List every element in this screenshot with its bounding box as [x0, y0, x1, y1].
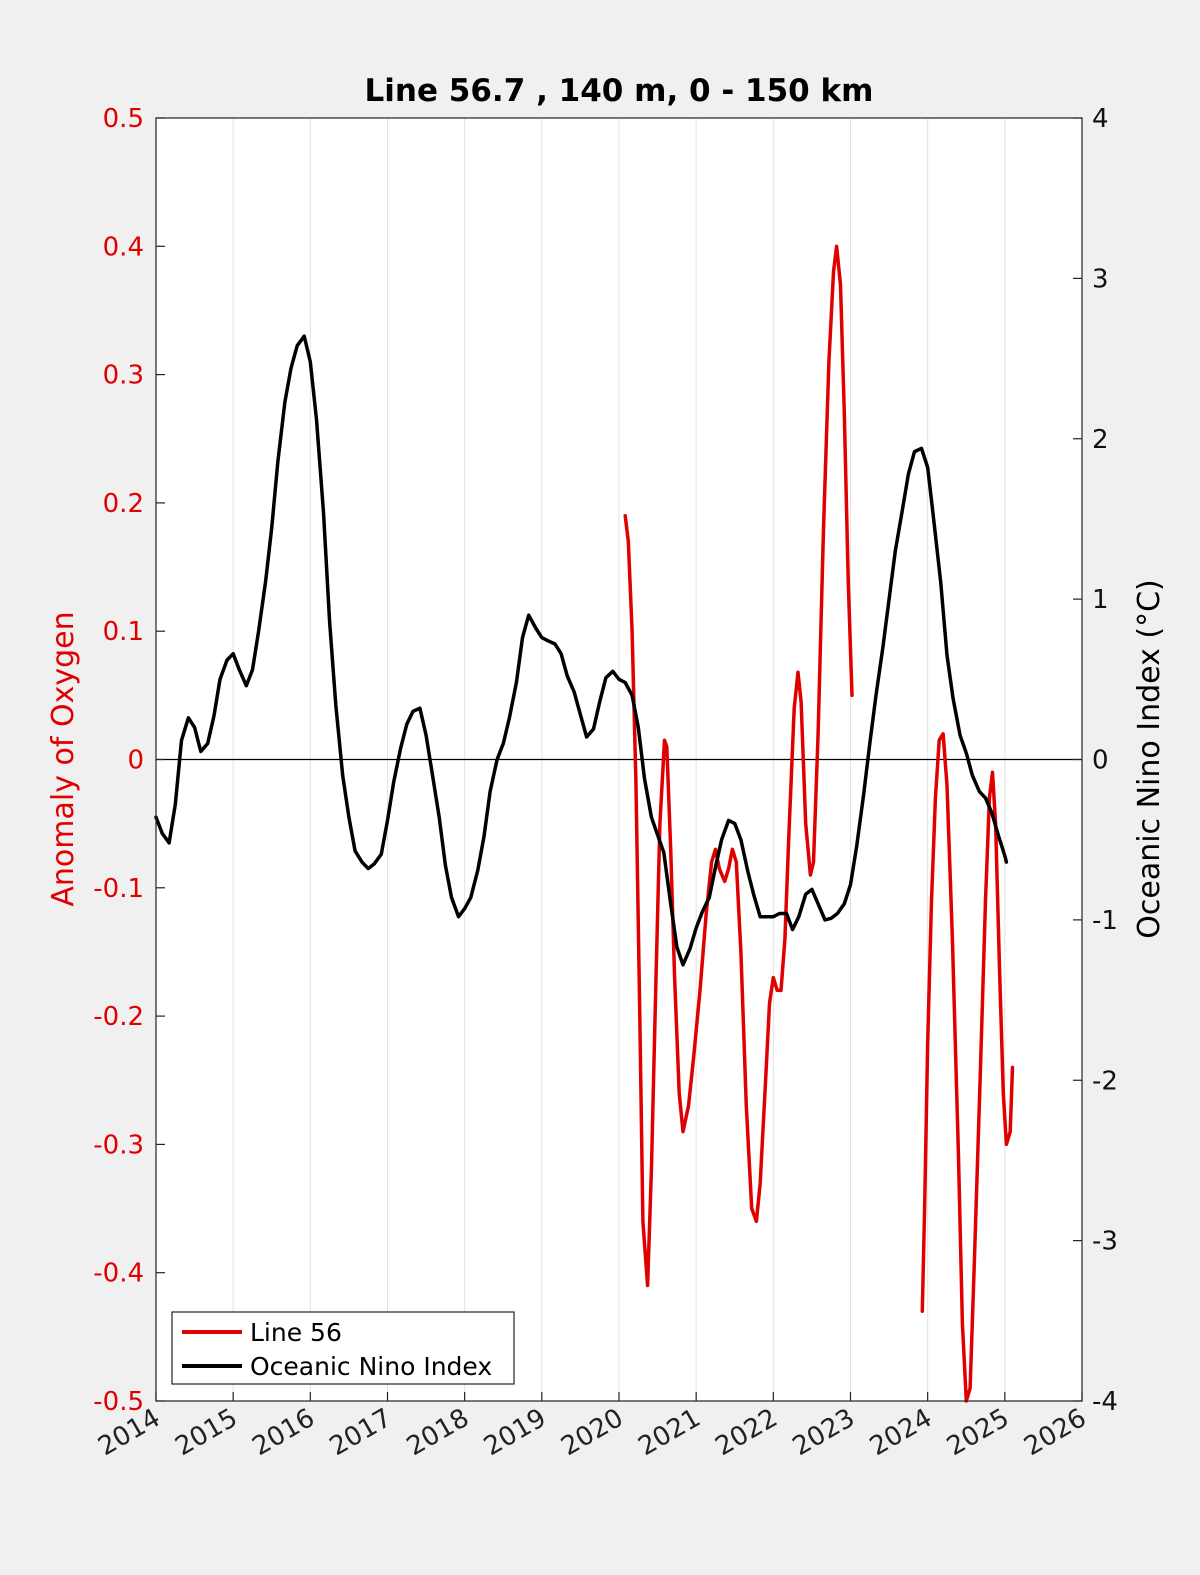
y-left-tick-label: -0.3 [93, 1130, 144, 1160]
series-layer [154, 244, 1015, 1403]
y-left-tick-label: 0.1 [103, 617, 144, 647]
y-left-tick-label: -0.4 [93, 1259, 144, 1289]
y-left-tick-label: 0 [127, 746, 144, 776]
y-right-tick-label: -3 [1092, 1227, 1118, 1257]
y-left-tick-label: -0.5 [93, 1387, 144, 1417]
y-axis-left-label: Anomaly of Oxygen [46, 611, 81, 906]
series-oceanic-nino-index [154, 334, 1009, 967]
x-tick-label: 2016 [248, 1403, 320, 1462]
legend-label-oni: Oceanic Nino Index [250, 1352, 492, 1381]
y-right-tick-label: 1 [1092, 585, 1109, 615]
x-tick-label: 2024 [865, 1403, 937, 1462]
y-right-tick-label: 2 [1092, 425, 1109, 455]
y-left-tick-label: 0.2 [103, 489, 144, 519]
chart-title: Line 56.7 , 140 m, 0 - 150 km [365, 73, 874, 109]
x-tick-label: 2020 [556, 1403, 628, 1462]
legend: Line 56 Oceanic Nino Index [171, 1311, 515, 1385]
x-tick-label: 2017 [325, 1403, 397, 1462]
x-tick-label: 2025 [942, 1403, 1014, 1462]
y-right-tick-label: 0 [1092, 746, 1109, 776]
y-left-tick-label: 0.4 [103, 232, 144, 262]
x-tick-label: 2019 [479, 1403, 551, 1462]
x-tick-label: 2022 [711, 1403, 783, 1462]
x-tick-label: 2018 [402, 1403, 474, 1462]
x-tick-label: 2023 [788, 1403, 860, 1462]
y-right-tick-label: -2 [1092, 1066, 1118, 1096]
x-tick-label: 2021 [633, 1403, 705, 1462]
y-left-tick-label: 0.5 [103, 104, 144, 134]
y-right-tick-label: 3 [1092, 264, 1109, 294]
y-left-tick-label: -0.1 [93, 874, 144, 904]
y-right-tick-label: -1 [1092, 906, 1118, 936]
legend-label-line-56: Line 56 [250, 1318, 342, 1347]
x-tick-label: 2015 [170, 1403, 242, 1462]
y-axis-right-label: Oceanic Nino Index (°C) [1132, 579, 1167, 939]
series-line-56 [623, 244, 854, 1288]
x-tick-label: 2026 [1019, 1403, 1091, 1462]
y-left-tick-label: 0.3 [103, 361, 144, 391]
y-left-tick-label: -0.2 [93, 1002, 144, 1032]
y-right-tick-label: -4 [1092, 1387, 1118, 1417]
series-line-56 [920, 732, 1015, 1403]
legend-box [171, 1311, 515, 1385]
y-right-tick-label: 4 [1092, 104, 1109, 134]
